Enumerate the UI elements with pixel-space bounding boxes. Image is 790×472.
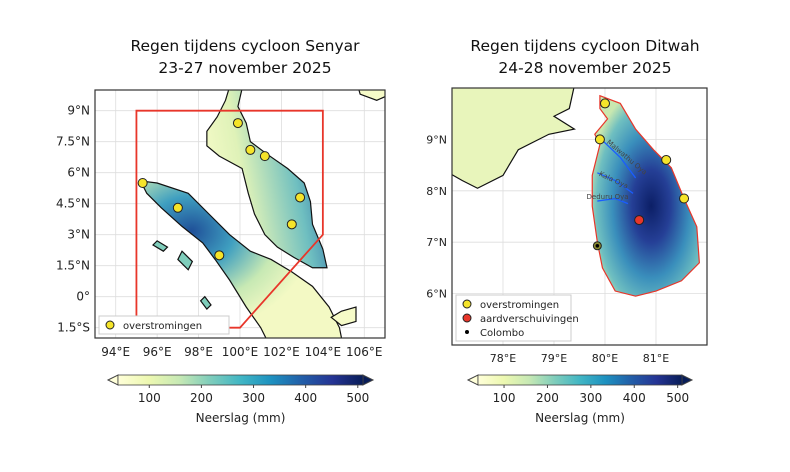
legend: overstromingen xyxy=(98,315,230,335)
colorbar-max-arrow xyxy=(681,374,694,386)
flood-marker xyxy=(600,98,610,109)
lat-tick-label: 9°N xyxy=(67,104,90,118)
colorbar-tick-label: 400 xyxy=(623,391,646,405)
colorbar-gradient xyxy=(117,374,364,386)
colorbar-tick-label: 100 xyxy=(493,391,516,405)
colorbar-label: Neerslag (mm) xyxy=(535,411,625,425)
colorbar: 100 200 300 400 500 Neerslag (mm) xyxy=(466,374,694,425)
flood-marker xyxy=(661,154,672,165)
sumatra-land xyxy=(139,180,343,338)
legend-label: Colombo xyxy=(480,328,524,339)
lon-tick-label: 98°E xyxy=(184,345,213,359)
legend-swatch xyxy=(465,330,469,334)
left-title-line1: Regen tijdens cycloon Senyar xyxy=(130,37,360,55)
map-frame xyxy=(451,87,708,346)
lat-tick-label: 9°N xyxy=(426,133,447,146)
lon-tick-label: 96°E xyxy=(143,345,172,359)
colorbar-min-arrow xyxy=(106,374,119,386)
flood-marker xyxy=(137,178,148,188)
flood-marker xyxy=(172,202,183,213)
flood-marker xyxy=(245,144,256,155)
legend-swatch xyxy=(105,320,115,330)
colorbar-tick-label: 200 xyxy=(190,391,213,405)
colorbar-tick-label: 300 xyxy=(242,391,265,405)
siberut-island xyxy=(199,295,212,310)
colorbar-gradient xyxy=(477,374,683,386)
lat-tick-label: 7.5°N xyxy=(56,135,90,149)
flood-marker xyxy=(232,118,243,129)
simeulue-island xyxy=(152,240,169,252)
right-title-line1: Regen tijdens cycloon Ditwah xyxy=(470,37,700,55)
lat-tick-label: 3°N xyxy=(67,228,90,242)
island xyxy=(330,306,357,327)
lat-tick-label: 8°N xyxy=(426,185,447,198)
landslide-marker xyxy=(634,215,645,226)
lon-tick-label: 81°E xyxy=(643,352,669,365)
colorbar-tick-label: 400 xyxy=(294,391,317,405)
colorbar-tick-label: 100 xyxy=(138,391,161,405)
flood-marker xyxy=(594,134,605,145)
legend-label: aardverschuivingen xyxy=(480,314,579,325)
india-land xyxy=(452,88,576,189)
lat-tick-label: 6°N xyxy=(426,288,447,301)
colorbar-tick-label: 500 xyxy=(666,391,689,405)
colorbar-tick-label: 200 xyxy=(536,391,559,405)
map-frame xyxy=(94,89,386,339)
lon-tick-label: 100°E xyxy=(222,345,259,359)
lon-tick-label: 106°E xyxy=(346,345,383,359)
flood-marker xyxy=(679,193,690,204)
legend-label: overstromingen xyxy=(480,300,559,311)
colorbar-tick-label: 500 xyxy=(346,391,369,405)
left-title-line2: 23-27 november 2025 xyxy=(158,59,332,77)
lat-tick-label: 0° xyxy=(76,290,90,304)
right-map-title: Regen tijdens cycloon Ditwah 24-28 novem… xyxy=(400,35,770,79)
flood-marker xyxy=(286,219,297,230)
right-title-line2: 24-28 november 2025 xyxy=(498,59,672,77)
river-line xyxy=(597,172,634,194)
river-line xyxy=(597,197,629,205)
colorbar-max-arrow xyxy=(362,374,375,386)
flood-marker xyxy=(214,250,225,261)
lon-tick-label: 79°E xyxy=(541,352,567,365)
malay-peninsula-land xyxy=(206,90,328,269)
colorbar-label: Neerslag (mm) xyxy=(196,411,286,425)
nias-island xyxy=(177,250,194,271)
colorbar-tick-label: 300 xyxy=(579,391,602,405)
lat-tick-label: 6°N xyxy=(67,166,90,180)
legend-label: overstromingen xyxy=(123,321,202,332)
lat-tick-label: 1.5°S xyxy=(57,321,90,335)
river-line xyxy=(602,139,637,179)
lon-tick-label: 80°E xyxy=(592,352,618,365)
legend: overstromingen aardverschuivingen Colombo xyxy=(455,294,579,342)
colorbar-min-arrow xyxy=(466,374,479,386)
legend-swatch xyxy=(462,299,472,309)
flood-marker xyxy=(295,192,306,203)
lon-tick-label: 94°E xyxy=(101,345,130,359)
left-map-title: Regen tijdens cycloon Senyar 23-27 novem… xyxy=(60,35,430,79)
lon-tick-label: 104°E xyxy=(305,345,342,359)
river-label: Deduru Oya xyxy=(587,193,629,201)
legend-box xyxy=(98,315,230,335)
study-region-outline xyxy=(135,109,324,329)
colorbar: 100 200 300 400 500 Neerslag (mm) xyxy=(106,374,375,425)
legend-swatch xyxy=(462,313,472,323)
legend-box xyxy=(455,294,572,342)
flood-marker xyxy=(259,151,270,162)
lat-tick-label: 7°N xyxy=(426,236,447,249)
map-0 xyxy=(95,90,385,338)
lon-tick-label: 102°E xyxy=(263,345,300,359)
lat-tick-label: 4.5°N xyxy=(56,197,90,211)
colombo-marker xyxy=(595,243,600,248)
lon-tick-label: 78°E xyxy=(490,352,516,365)
lat-tick-label: 1.5°N xyxy=(56,259,90,273)
vietnam-land xyxy=(358,90,385,101)
